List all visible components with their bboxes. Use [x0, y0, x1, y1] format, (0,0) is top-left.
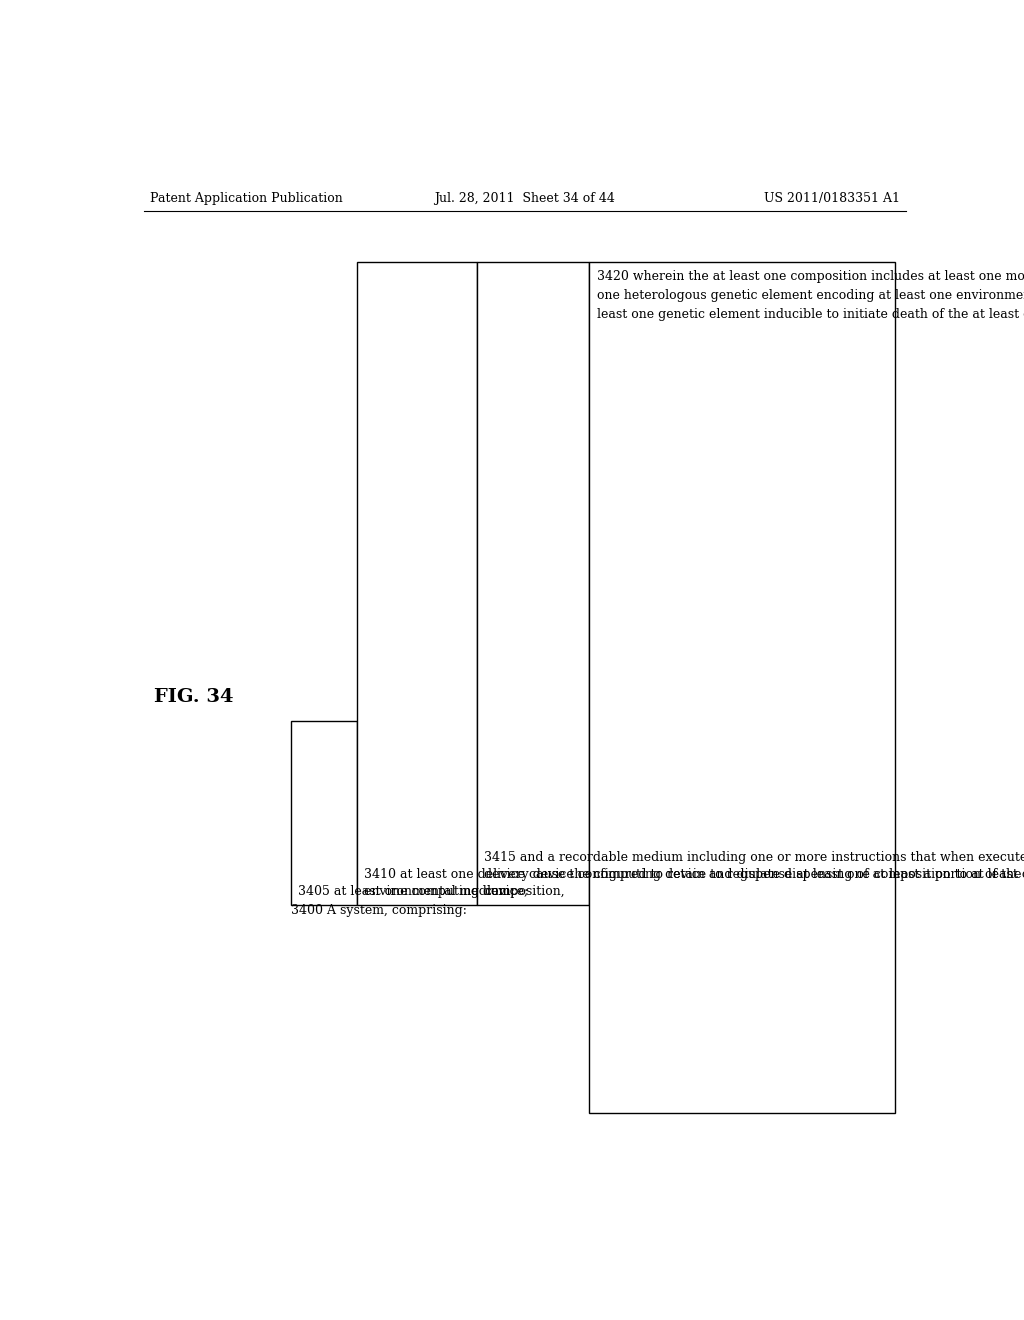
Text: US 2011/0183351 A1: US 2011/0183351 A1	[764, 191, 900, 205]
Text: 3420 wherein the at least one composition includes at least one modified microor: 3420 wherein the at least one compositio…	[597, 271, 1024, 321]
Bar	[589, 263, 895, 1113]
Bar	[477, 263, 589, 906]
Text: 3410 at least one delivery device configured to retain and dispense at least one: 3410 at least one delivery device config…	[365, 867, 1024, 898]
Text: Patent Application Publication: Patent Application Publication	[150, 191, 342, 205]
Bar	[356, 263, 477, 906]
Text: 3405 at least one computing device;: 3405 at least one computing device;	[299, 884, 528, 898]
Text: 3400 A system, comprising:: 3400 A system, comprising:	[291, 904, 467, 917]
Text: FIG. 34: FIG. 34	[155, 689, 233, 706]
Text: 3415 and a recordable medium including one or more instructions that when execut: 3415 and a recordable medium including o…	[484, 850, 1024, 898]
Text: Jul. 28, 2011  Sheet 34 of 44: Jul. 28, 2011 Sheet 34 of 44	[434, 191, 615, 205]
Bar	[291, 721, 356, 906]
